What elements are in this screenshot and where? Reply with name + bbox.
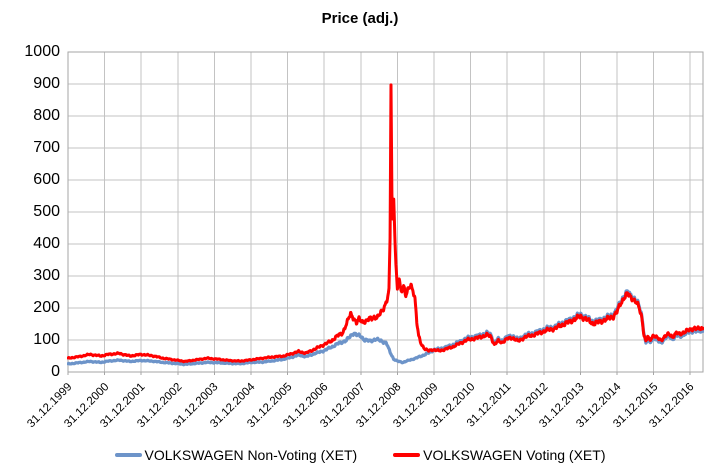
series-non-voting-line — [67, 289, 704, 367]
legend-label: VOLKSWAGEN Non-Voting (XET) — [144, 447, 358, 463]
y-tick-label: 200 — [33, 299, 60, 316]
y-tick-label: 800 — [33, 107, 60, 124]
legend-line-swatch — [393, 453, 421, 457]
legend-item-non-voting: VOLKSWAGEN Non-Voting (XET) — [114, 447, 358, 463]
series-voting-line — [67, 83, 704, 364]
y-tick-label: 700 — [33, 139, 60, 156]
chart-title: Price (adj.) — [321, 10, 399, 27]
y-tick-label: 1000 — [24, 43, 60, 60]
y-tick-label: 900 — [33, 75, 60, 92]
plot-border — [67, 51, 704, 373]
y-tick-label: 600 — [33, 171, 60, 188]
legend-item-voting: VOLKSWAGEN Voting (XET) — [393, 447, 606, 463]
y-tick-label: 0 — [51, 363, 60, 380]
legend: VOLKSWAGEN Non-Voting (XET) VOLKSWAGEN Vo… — [0, 447, 720, 463]
legend-label: VOLKSWAGEN Voting (XET) — [423, 447, 606, 463]
y-tick-label: 100 — [33, 331, 60, 348]
y-tick-label: 500 — [33, 203, 60, 220]
legend-line-swatch — [114, 453, 142, 457]
y-tick-label: 300 — [33, 267, 60, 284]
y-tick-label: 400 — [33, 235, 60, 252]
